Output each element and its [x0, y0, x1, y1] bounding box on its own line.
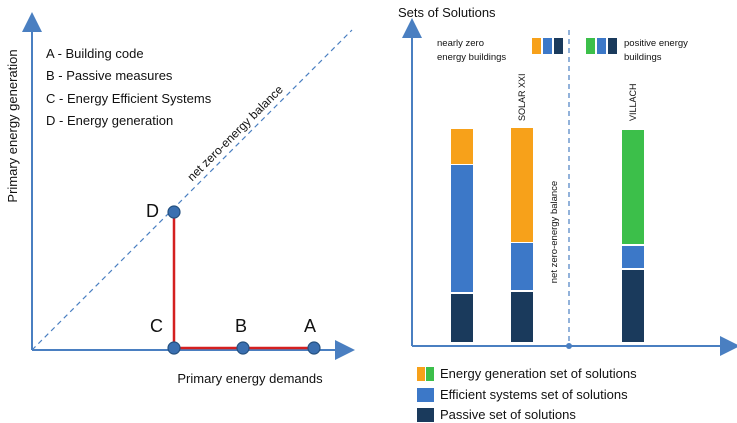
- bar-solar-xxi-label: SOLAR XXI: [517, 73, 527, 121]
- bar-solar-xxi-passive: [511, 292, 533, 342]
- bar-solar-xxi: [511, 128, 533, 342]
- right-region-label-line-1: positive energy: [624, 38, 688, 49]
- left-y-axis-label: Primary energy generation: [5, 49, 20, 202]
- bar-1-generation: [451, 129, 473, 164]
- left-legend-item-c: C - Energy Efficient Systems: [46, 91, 212, 106]
- point-b-label: B: [235, 316, 247, 336]
- point-c: [167, 341, 181, 355]
- legend-efficient-swatch-icon: [417, 388, 434, 402]
- legend-passive-label: Passive set of solutions: [440, 407, 576, 422]
- left-legend-item-b: B - Passive measures: [46, 68, 173, 83]
- bar-villach-generation: [622, 130, 644, 244]
- bar-1-efficient: [451, 165, 473, 292]
- right-region-label-line-2: buildings: [624, 52, 662, 63]
- right-diagram: Sets of Solutions net zero-energy balanc…: [398, 5, 737, 422]
- net-zero-divider-label: net zero-energy balance: [549, 181, 560, 283]
- left-diagram: Primary energy generation Primary energy…: [5, 12, 355, 386]
- point-a-label: A: [304, 316, 316, 336]
- nearly-zero-swatch-icon: [532, 38, 563, 54]
- legend-generation-swatch-icon: [417, 367, 434, 381]
- bar-villach: [622, 130, 644, 342]
- point-d: [167, 205, 181, 219]
- bar-1: [451, 129, 473, 342]
- bar-villach-efficient: [622, 246, 644, 268]
- net-zero-divider-dot: [566, 343, 572, 349]
- bar-villach-passive: [622, 270, 644, 342]
- left-region-label-line-2: energy buildings: [437, 52, 506, 63]
- left-legend-item-a: A - Building code: [46, 46, 144, 61]
- bar-solar-xxi-generation: [511, 128, 533, 242]
- legend-generation-label: Energy generation set of solutions: [440, 366, 637, 381]
- bar-villach-label: VILLACH: [628, 83, 638, 121]
- left-region-label-line-1: nearly zero: [437, 38, 484, 49]
- bar-solar-xxi-efficient: [511, 243, 533, 290]
- point-c-label: C: [150, 316, 163, 336]
- net-zero-diagonal: [31, 29, 353, 351]
- left-x-axis-label: Primary energy demands: [177, 371, 323, 386]
- point-b: [236, 341, 250, 355]
- bar-1-passive: [451, 294, 473, 342]
- left-legend-item-d: D - Energy generation: [46, 113, 173, 128]
- positive-energy-swatch-icon: [586, 38, 617, 54]
- legend-passive-swatch-icon: [417, 408, 434, 422]
- legend-efficient-label: Efficient systems set of solutions: [440, 387, 628, 402]
- point-d-label: D: [146, 201, 159, 221]
- right-legend: Energy generation set of solutions Effic…: [417, 366, 637, 422]
- point-a: [307, 341, 321, 355]
- right-title: Sets of Solutions: [398, 5, 496, 20]
